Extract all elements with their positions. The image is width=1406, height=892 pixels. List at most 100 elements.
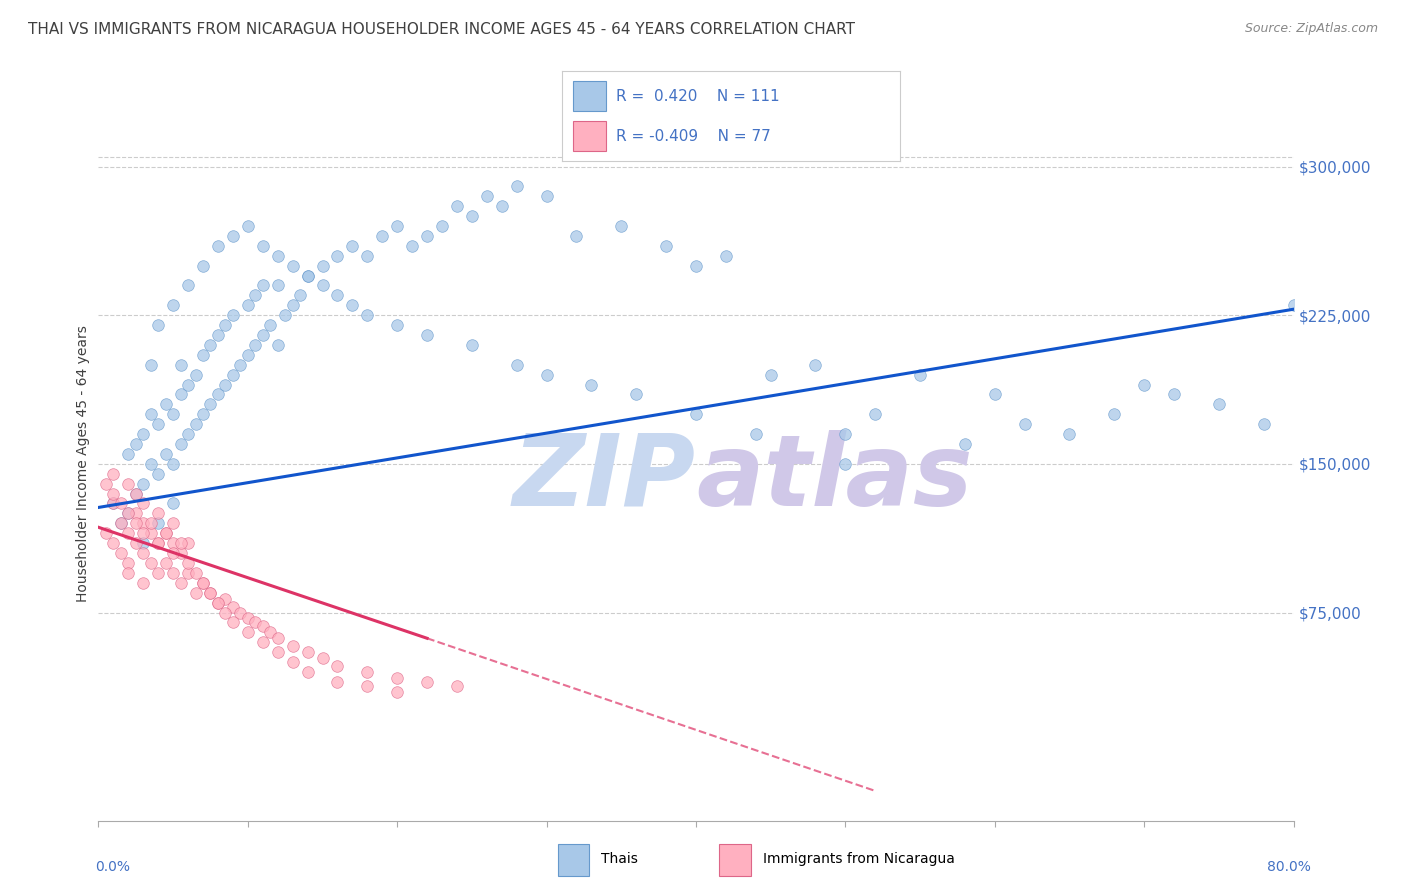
Point [200, 397, 222, 411]
Point [155, 397, 177, 411]
Point [229, 358, 252, 372]
Point [177, 427, 200, 442]
Point [207, 328, 229, 343]
Point [184, 368, 207, 382]
Point [148, 507, 170, 521]
Point [117, 507, 139, 521]
Point [759, 368, 782, 382]
Point [148, 536, 170, 550]
Point [132, 536, 155, 550]
Point [297, 645, 319, 659]
Point [245, 288, 267, 302]
Point [274, 308, 297, 322]
Point [169, 437, 191, 451]
Point [191, 575, 214, 590]
Point [94, 476, 117, 491]
Point [356, 679, 378, 693]
Point [1282, 298, 1305, 312]
Point [461, 209, 484, 223]
Point [155, 556, 177, 570]
Point [155, 526, 177, 541]
Point [222, 615, 245, 630]
Point [169, 358, 191, 372]
Point [148, 536, 170, 550]
Point [139, 407, 162, 421]
Point [385, 685, 409, 699]
Point [177, 278, 200, 293]
Bar [572, 81, 606, 111]
Point [267, 249, 290, 263]
Point [200, 585, 222, 599]
Point [356, 249, 378, 263]
Point [207, 387, 229, 401]
Bar [558, 844, 589, 876]
Text: R = -0.409    N = 77: R = -0.409 N = 77 [616, 129, 770, 144]
Point [132, 427, 155, 442]
Point [385, 318, 409, 332]
Point [162, 298, 184, 312]
Point [804, 358, 827, 372]
Point [191, 407, 214, 421]
Point [222, 228, 245, 243]
Point [356, 308, 378, 322]
Point [1208, 397, 1230, 411]
Point [326, 674, 349, 689]
Point [132, 575, 155, 590]
Text: THAI VS IMMIGRANTS FROM NICARAGUA HOUSEHOLDER INCOME AGES 45 - 64 YEARS CORRELAT: THAI VS IMMIGRANTS FROM NICARAGUA HOUSEH… [28, 22, 855, 37]
Point [222, 308, 245, 322]
Point [103, 467, 125, 481]
Point [162, 516, 184, 531]
Point [371, 228, 394, 243]
Point [416, 674, 439, 689]
Point [342, 239, 364, 253]
Text: 80.0%: 80.0% [1267, 860, 1310, 874]
Point [745, 427, 768, 442]
Point [1133, 377, 1156, 392]
Point [610, 219, 633, 233]
Point [222, 599, 245, 614]
Text: Immigrants from Nicaragua: Immigrants from Nicaragua [762, 852, 955, 865]
Point [655, 239, 678, 253]
Point [236, 611, 259, 625]
Point [200, 338, 222, 352]
Point [267, 632, 290, 646]
Point [281, 259, 304, 273]
Point [865, 407, 887, 421]
Point [1059, 427, 1081, 442]
Point [103, 486, 125, 500]
Point [155, 526, 177, 541]
Point [103, 496, 125, 510]
Point [297, 268, 319, 283]
Point [281, 655, 304, 669]
Point [191, 348, 214, 362]
Point [125, 536, 148, 550]
Point [207, 596, 229, 610]
Point [139, 556, 162, 570]
Point [446, 199, 468, 213]
Point [581, 377, 603, 392]
Text: 0.0%: 0.0% [96, 860, 131, 874]
Point [685, 407, 707, 421]
Point [132, 496, 155, 510]
Point [1104, 407, 1126, 421]
Point [385, 671, 409, 685]
Point [191, 575, 214, 590]
Point [267, 278, 290, 293]
Point [834, 427, 856, 442]
Point [236, 219, 259, 233]
Point [139, 516, 162, 531]
Point [297, 268, 319, 283]
Point [1163, 387, 1185, 401]
Point [908, 368, 931, 382]
Point [169, 387, 191, 401]
Point [162, 407, 184, 421]
Point [177, 536, 200, 550]
Point [626, 387, 648, 401]
Point [326, 288, 349, 302]
Point [416, 328, 439, 343]
Point [200, 585, 222, 599]
Point [565, 228, 588, 243]
Point [446, 679, 468, 693]
Point [110, 516, 132, 531]
Point [103, 536, 125, 550]
